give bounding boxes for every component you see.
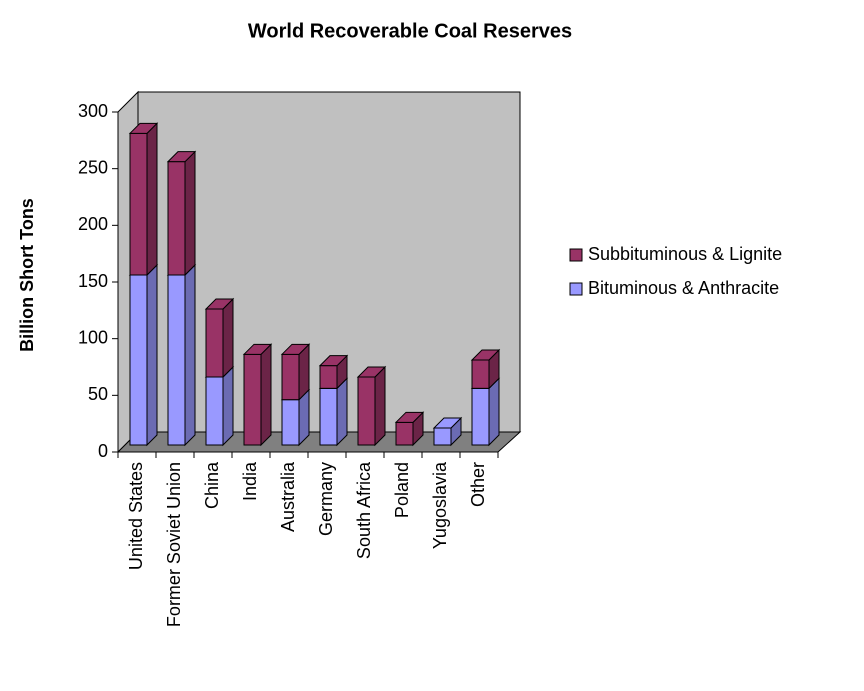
bar-side — [146, 122, 158, 277]
legend-label: Bituminous & Anthracite — [588, 278, 779, 298]
bar — [395, 421, 414, 446]
bar-top — [432, 417, 463, 429]
x-tick-label: Former Soviet Union — [164, 462, 184, 627]
bar — [243, 353, 262, 446]
y-tick-label: 200 — [78, 214, 108, 234]
bar — [433, 427, 452, 446]
bar-side — [336, 377, 348, 447]
bar — [281, 399, 300, 446]
bar-side — [374, 365, 386, 447]
bar — [319, 387, 338, 446]
legend-swatch — [569, 248, 583, 262]
x-tick-label: Australia — [278, 461, 298, 532]
bar — [319, 365, 338, 389]
x-tick-label: Poland — [392, 462, 412, 518]
bar-top — [356, 366, 387, 378]
bar-side — [260, 343, 272, 447]
y-tick-label: 0 — [98, 441, 108, 461]
bar — [167, 274, 186, 446]
x-tick-label: India — [240, 461, 260, 501]
bar-side — [184, 150, 196, 277]
bar-top — [242, 343, 273, 355]
y-axis-title: Billion Short Tons — [17, 198, 37, 352]
bar-top — [394, 411, 425, 423]
y-tick-label: 300 — [78, 101, 108, 121]
legend-label: Subbituminous & Lignite — [588, 244, 782, 264]
bar — [357, 376, 376, 446]
chart-title: World Recoverable Coal Reserves — [248, 20, 572, 42]
bar-top — [128, 122, 159, 134]
bar — [205, 308, 224, 378]
y-tick-label: 50 — [88, 384, 108, 404]
x-tick-label: South Africa — [354, 461, 374, 559]
y-tick-label: 100 — [78, 327, 108, 347]
x-tick-label: Yugoslavia — [430, 461, 450, 549]
bar-top — [166, 151, 197, 163]
bar-top — [204, 298, 235, 310]
y-tick-label: 250 — [78, 157, 108, 177]
bar-side — [222, 297, 234, 379]
bar — [471, 359, 490, 389]
bar-top — [280, 343, 311, 355]
bar — [281, 353, 300, 401]
x-tick-label: Other — [468, 462, 488, 507]
bar-side — [184, 263, 196, 447]
bar-side — [146, 263, 158, 447]
x-tick-label: China — [202, 461, 222, 509]
bar-top — [470, 349, 501, 361]
bar-side — [222, 365, 234, 447]
bar-top — [318, 355, 349, 367]
x-tick-label: Germany — [316, 462, 336, 536]
bar — [205, 376, 224, 446]
y-tick-label: 150 — [78, 271, 108, 291]
bar — [129, 274, 148, 446]
x-tick-label: United States — [126, 462, 146, 570]
bar — [167, 161, 186, 276]
bar — [471, 387, 490, 446]
bar-side — [488, 377, 500, 447]
legend-swatch — [569, 282, 583, 296]
bar — [129, 132, 148, 276]
